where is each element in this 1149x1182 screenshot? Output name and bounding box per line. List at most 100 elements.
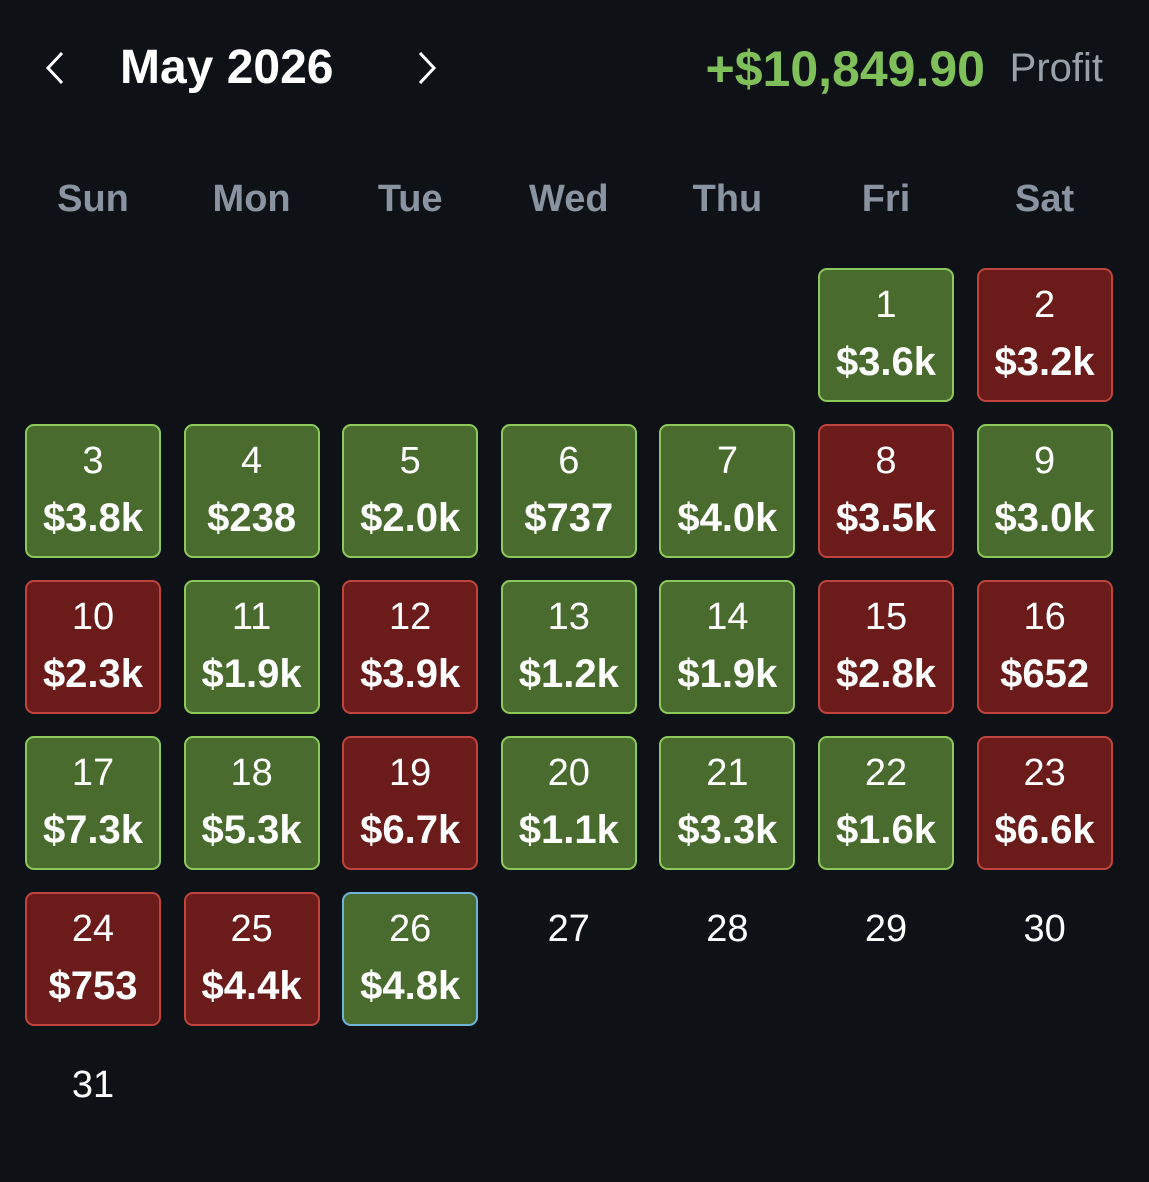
day-amount: $4.0k xyxy=(677,496,778,540)
day-cell[interactable]: 22 $1.6k xyxy=(818,736,954,870)
day-amount: $3.6k xyxy=(835,340,937,384)
day-number: 28 xyxy=(706,908,749,950)
day-cell[interactable]: 30 xyxy=(977,892,1113,1026)
day-cell[interactable]: 7 $4.0k xyxy=(659,424,796,558)
day-amount: $3.8k xyxy=(42,496,144,540)
weekday-label: Tue xyxy=(377,178,443,220)
day-cell[interactable]: 15 $2.8k xyxy=(818,580,954,714)
total-profit: +$10,849.90 xyxy=(705,41,985,97)
day-number: 15 xyxy=(864,596,908,638)
day-number: 9 xyxy=(1034,440,1056,482)
day-amount: $4.4k xyxy=(201,964,302,1008)
day-amount: $3.5k xyxy=(835,496,937,540)
day-cell[interactable]: 29 xyxy=(818,892,954,1026)
day-cell[interactable]: 10 $2.3k xyxy=(25,580,161,714)
day-cell[interactable]: 6 $737 xyxy=(500,424,637,558)
day-amount: $238 xyxy=(207,496,297,540)
day-amount: $2.8k xyxy=(835,652,937,696)
day-cell[interactable]: 31 xyxy=(25,1048,161,1182)
day-cell[interactable]: 27 xyxy=(501,892,637,1026)
day-amount: $3.3k xyxy=(677,808,778,852)
day-cell[interactable]: 9 $3.0k xyxy=(976,424,1113,558)
day-number: 16 xyxy=(1023,596,1066,638)
day-number: 17 xyxy=(71,752,115,794)
day-number: 23 xyxy=(1023,752,1066,794)
day-cell[interactable]: 16 $652 xyxy=(976,580,1113,714)
day-cell[interactable]: 18 $5.3k xyxy=(183,736,320,870)
day-number: 21 xyxy=(706,752,749,794)
day-cell[interactable]: 14 $1.9k xyxy=(659,580,796,714)
month-title: May 2026 xyxy=(120,41,334,94)
day-amount: $7.3k xyxy=(42,808,144,852)
day-number: 3 xyxy=(82,440,104,482)
day-number: 7 xyxy=(716,440,738,482)
day-cell[interactable]: 25 $4.4k xyxy=(183,892,320,1026)
day-amount: $2.0k xyxy=(360,496,461,540)
next-month[interactable] xyxy=(412,48,442,88)
day-cell[interactable]: 28 xyxy=(659,892,795,1026)
day-cell[interactable]: 3 $3.8k xyxy=(25,424,161,558)
day-amount: $6.6k xyxy=(994,808,1095,852)
day-amount: $652 xyxy=(1000,652,1090,696)
day-cell[interactable]: 4 $238 xyxy=(183,424,320,558)
total-label: Profit xyxy=(1009,46,1103,90)
weekday-label: Fri xyxy=(861,178,911,220)
day-cell[interactable]: 13 $1.2k xyxy=(500,580,637,714)
weekday-label: Sat xyxy=(1015,178,1075,220)
day-cell[interactable]: 12 $3.9k xyxy=(342,580,479,714)
day-amount: $3.9k xyxy=(360,652,461,696)
day-amount: $6.7k xyxy=(360,808,461,852)
day-number: 25 xyxy=(230,908,273,950)
day-number: 29 xyxy=(864,908,908,950)
day-number: 26 xyxy=(389,908,432,950)
prev-month[interactable] xyxy=(40,48,70,88)
day-cell[interactable]: 20 $1.1k xyxy=(500,736,637,870)
day-number: 2 xyxy=(1034,284,1056,326)
day-number: 1 xyxy=(875,284,897,326)
day-number: 24 xyxy=(71,908,115,950)
day-cell[interactable]: 5 $2.0k xyxy=(342,424,479,558)
day-number: 20 xyxy=(547,752,590,794)
day-number: 14 xyxy=(706,596,749,638)
day-amount: $2.3k xyxy=(42,652,144,696)
day-number: 10 xyxy=(71,596,115,638)
day-number: 6 xyxy=(558,440,580,482)
weekday-label: Wed xyxy=(529,178,609,220)
day-number: 18 xyxy=(230,752,273,794)
day-cell[interactable]: 24 $753 xyxy=(25,892,161,1026)
day-number: 19 xyxy=(389,752,432,794)
day-amount: $3.0k xyxy=(994,496,1095,540)
day-number: 13 xyxy=(547,596,590,638)
weekday-label: Thu xyxy=(692,178,763,220)
day-cell[interactable]: 19 $6.7k xyxy=(342,736,479,870)
day-cell[interactable]: 23 $6.6k xyxy=(976,736,1113,870)
day-amount: $5.3k xyxy=(201,808,302,852)
day-amount: $4.8k xyxy=(360,964,461,1008)
day-amount: $1.2k xyxy=(518,652,619,696)
weekday-label: Sun xyxy=(57,178,129,220)
day-amount: $3.2k xyxy=(994,340,1095,384)
day-number: 11 xyxy=(231,596,272,638)
day-cell[interactable]: 1 $3.6k xyxy=(818,268,954,402)
day-cell[interactable]: 2 $3.2k xyxy=(976,268,1113,402)
weekday-label: Mon xyxy=(212,178,291,220)
day-number: 12 xyxy=(389,596,432,638)
day-cell[interactable]: 26 $4.8k xyxy=(342,892,479,1026)
day-cell[interactable]: 11 $1.9k xyxy=(183,580,320,714)
day-cell[interactable]: 8 $3.5k xyxy=(818,424,954,558)
day-number: 8 xyxy=(875,440,897,482)
day-number: 5 xyxy=(399,440,421,482)
day-amount: $1.1k xyxy=(518,808,619,852)
day-number: 31 xyxy=(71,1064,115,1106)
day-amount: $1.6k xyxy=(835,808,937,852)
day-number: 4 xyxy=(241,440,263,482)
day-cell[interactable]: 17 $7.3k xyxy=(25,736,161,870)
day-number: 27 xyxy=(547,908,590,950)
day-cell[interactable]: 21 $3.3k xyxy=(659,736,796,870)
day-amount: $753 xyxy=(48,964,138,1008)
day-number: 30 xyxy=(1023,908,1066,950)
day-amount: $1.9k xyxy=(201,652,302,696)
day-amount: $1.9k xyxy=(677,652,778,696)
day-number: 22 xyxy=(864,752,908,794)
